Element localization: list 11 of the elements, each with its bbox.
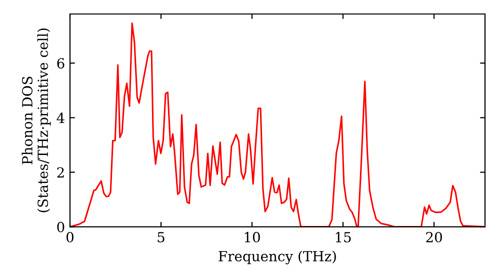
x-tick-label: 0 — [66, 232, 74, 242]
x-tick-label: 5 — [158, 232, 164, 242]
x-tick-label: 10 — [244, 232, 260, 242]
y-tick-label: 6 — [57, 58, 64, 69]
y-tick-label: 0 — [57, 222, 64, 232]
x-axis-title: Frequency (THz) — [218, 250, 336, 264]
y-axis-title: Phonon DOS (States/THz·primitive cell) — [22, 28, 51, 212]
x-tick-label: 20 — [426, 232, 442, 242]
y-tick-label: 4 — [56, 112, 64, 123]
x-tick-label: 15 — [336, 232, 351, 242]
y-tick-label: 2 — [57, 167, 64, 178]
